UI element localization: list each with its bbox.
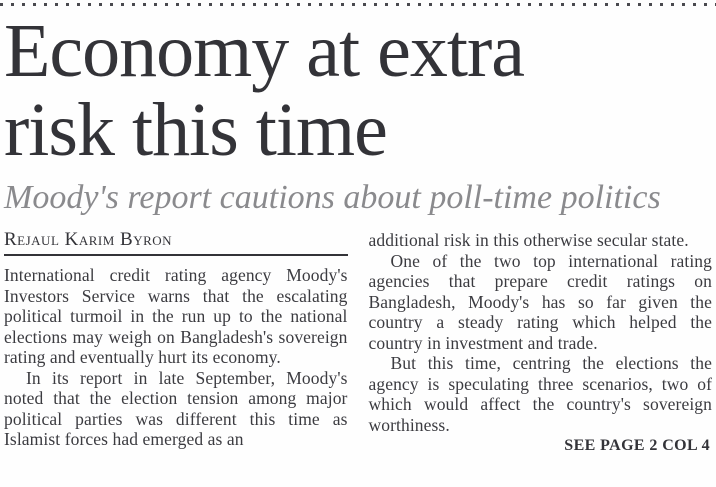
paragraph: One of the two top international rating …	[368, 250, 712, 353]
article-column-left: Rejaul Karim Byron International credit …	[4, 230, 348, 455]
byline-rule	[4, 254, 348, 256]
continuation-notice: SEE PAGE 2 COL 4	[564, 437, 710, 454]
headline-line-1: Economy at extra	[4, 9, 525, 93]
headline: Economy at extra risk this time	[4, 12, 716, 170]
subheadline: Moody's report cautions about poll-time …	[4, 179, 661, 216]
headline-line-2: risk this time	[4, 88, 388, 172]
paragraph: International credit rating agency Moody…	[4, 265, 348, 367]
byline: Rejaul Karim Byron	[4, 229, 173, 250]
dotted-top-rule	[0, 3, 716, 6]
paragraph: But this time, centring the elections th…	[368, 353, 712, 435]
paragraph: additional risk in this otherwise secula…	[368, 230, 689, 250]
article-column-right: additional risk in this otherwise secula…	[369, 230, 713, 455]
article-body: Rejaul Karim Byron International credit …	[0, 230, 716, 455]
paragraph: In its report in late September, Moody's…	[4, 367, 348, 450]
